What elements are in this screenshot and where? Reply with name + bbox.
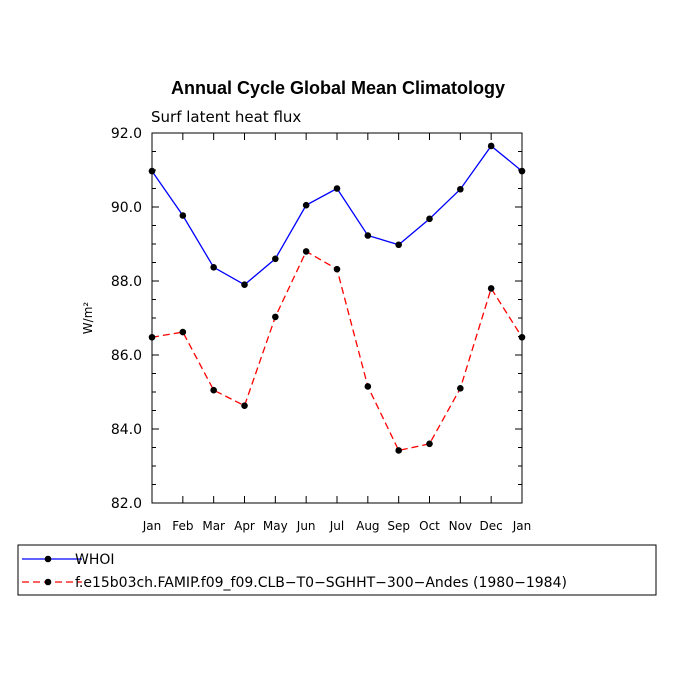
- x-tick-label: Aug: [356, 519, 379, 533]
- data-point: [395, 241, 402, 249]
- chart-subtitle: Surf latent heat flux: [151, 108, 301, 126]
- y-tick-labels: 82.0 84.0 86.0 88.0 90.0 92.0: [111, 126, 142, 512]
- legend-label: WHOI: [75, 552, 115, 568]
- x-tick-label: Dec: [480, 519, 503, 533]
- x-tick-label: Oct: [419, 519, 440, 533]
- data-point: [148, 333, 156, 341]
- data-point: [333, 265, 341, 273]
- chart-title: Annual Cycle Global Mean Climatology: [171, 78, 505, 98]
- legend-marker: [44, 555, 52, 563]
- y-tick-label: 84.0: [111, 422, 142, 438]
- data-point: [333, 185, 341, 192]
- legend-marker: [44, 578, 52, 586]
- x-tick-label: Apr: [234, 519, 255, 533]
- data-point: [364, 232, 372, 239]
- y-axis-label: W/m²: [81, 302, 95, 335]
- y-tick-label: 92.0: [111, 126, 142, 142]
- data-point: [210, 386, 217, 394]
- data-point: [148, 167, 156, 175]
- data-point: [179, 212, 187, 219]
- data-point: [272, 255, 279, 263]
- data-point: [272, 313, 279, 321]
- data-point: [457, 185, 464, 193]
- legend: WHOI f.e15b03ch.FAMIP.f09_f09.CLB−T0−SGHH…: [22, 552, 567, 591]
- data-point: [210, 264, 217, 271]
- x-tick-label: Jan: [142, 519, 162, 533]
- y-tick-label: 88.0: [111, 274, 142, 290]
- x-tick-label: Nov: [449, 519, 472, 533]
- x-tick-label: May: [263, 519, 288, 533]
- data-point: [518, 333, 526, 341]
- data-point: [364, 383, 372, 390]
- data-point: [487, 142, 495, 150]
- x-tick-label: Feb: [172, 519, 193, 533]
- y-tick-label: 82.0: [111, 496, 142, 512]
- legend-label: f.e15b03ch.FAMIP.f09_f09.CLB−T0−SGHHT−30…: [75, 575, 567, 591]
- data-point: [302, 248, 310, 255]
- data-point: [426, 440, 433, 448]
- series-2: [148, 248, 526, 454]
- legend-entry-2: f.e15b03ch.FAMIP.f09_f09.CLB−T0−SGHHT−30…: [22, 575, 567, 591]
- data-point: [518, 167, 526, 175]
- legend-box: [17, 544, 657, 596]
- x-tick-label: Jan: [512, 519, 532, 533]
- data-point: [241, 281, 248, 289]
- x-tick-label: Jul: [329, 519, 344, 533]
- x-tick-label: Sep: [387, 519, 410, 533]
- data-point: [241, 402, 248, 409]
- data-point: [395, 447, 402, 454]
- y-tick-label: 86.0: [111, 348, 142, 364]
- series-layer: [148, 142, 526, 454]
- data-point: [426, 215, 433, 223]
- series-line: [151, 145, 523, 286]
- series-line: [151, 250, 523, 452]
- data-point: [179, 328, 187, 336]
- legend-entry-1: WHOI: [22, 552, 115, 568]
- data-point: [487, 285, 495, 292]
- x-tick-labels: Jan Feb Mar Apr May Jun Jul Aug Sep Oct Nov Dec Jan: [142, 519, 532, 533]
- data-point: [457, 385, 464, 392]
- data-point: [302, 201, 310, 209]
- series-1: [148, 142, 526, 289]
- x-tick-label: Mar: [202, 519, 225, 533]
- x-tick-label: Jun: [296, 519, 316, 533]
- y-tick-label: 90.0: [111, 200, 142, 216]
